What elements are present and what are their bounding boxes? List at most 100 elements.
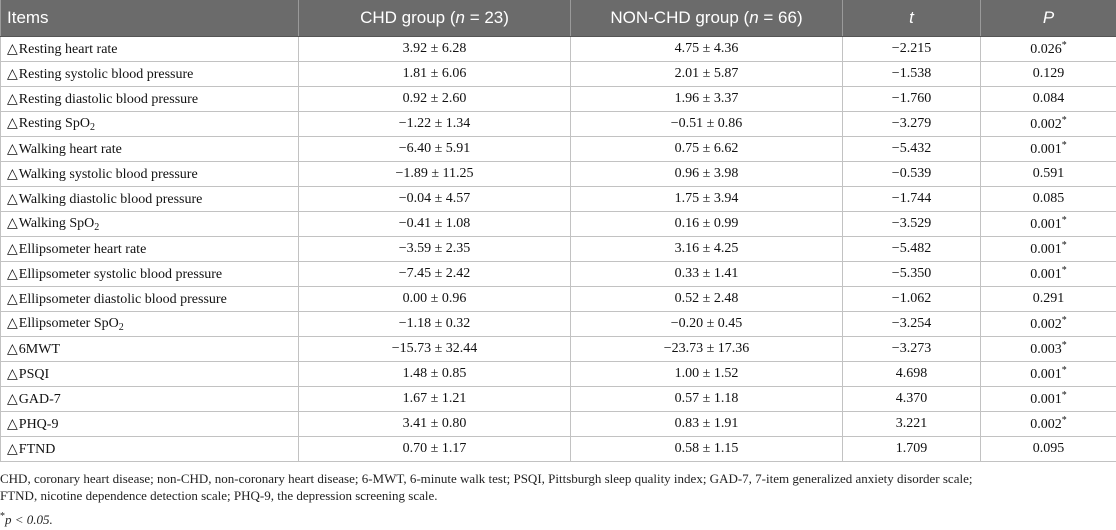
cell-p-value: 0.002*: [980, 411, 1116, 437]
cell-p-value: 0.001*: [980, 361, 1116, 387]
p-value: 0.001: [1030, 367, 1062, 382]
cell-chd-value: −6.40 ± 5.91: [298, 136, 571, 162]
cell-chd-value: 1.81 ± 6.06: [298, 61, 571, 87]
cell-non-chd-value: −0.20 ± 0.45: [570, 311, 843, 337]
header-p: P: [980, 0, 1116, 37]
p-value: 0.003: [1030, 342, 1062, 357]
cell-p-value: 0.085: [980, 186, 1116, 212]
cell-non-chd-value: 1.75 ± 3.94: [570, 186, 843, 212]
significance-marker: *: [1061, 215, 1067, 226]
cell-chd-value: 0.00 ± 0.96: [298, 286, 571, 312]
cell-p-value: 0.001*: [980, 211, 1116, 237]
significance-marker: *: [1061, 140, 1067, 151]
cell-item: △PSQI: [0, 361, 299, 387]
table-row: △Ellipsometer diastolic blood pressure 0.…: [0, 286, 1116, 312]
cell-chd-value: −7.45 ± 2.42: [298, 261, 571, 287]
cell-non-chd-value: 0.58 ± 1.15: [570, 436, 843, 462]
cell-p-value: 0.001*: [980, 386, 1116, 412]
cell-non-chd-value: −23.73 ± 17.36: [570, 336, 843, 362]
cell-t-value: −1.760: [842, 86, 981, 112]
delta-icon: △: [7, 215, 18, 231]
item-label: Walking SpO: [18, 216, 95, 231]
item-subscript: 2: [94, 222, 100, 233]
abbreviations-line-2: FTND, nicotine dependence detection scal…: [0, 488, 438, 503]
cell-t-value: 3.221: [842, 411, 981, 437]
cell-non-chd-value: 0.96 ± 3.98: [570, 161, 843, 187]
cell-item: △Resting diastolic blood pressure: [0, 86, 299, 112]
delta-icon: △: [7, 140, 18, 157]
table-row: △Walking systolic blood pressure −1.89 ± …: [0, 161, 1116, 187]
item-label: Ellipsometer systolic blood pressure: [18, 266, 223, 282]
cell-item: △Resting SpO2: [0, 111, 299, 137]
cell-non-chd-value: 1.00 ± 1.52: [570, 361, 843, 387]
table-header: Items CHD group (n = 23) NON-CHD group (…: [0, 0, 1116, 37]
significance-marker: *: [1061, 365, 1067, 376]
cell-chd-value: −0.41 ± 1.08: [298, 211, 571, 237]
cell-p-value: 0.003*: [980, 336, 1116, 362]
abbreviations-line-1: CHD, coronary heart disease; non-CHD, no…: [0, 471, 973, 486]
cell-non-chd-value: 3.16 ± 4.25: [570, 236, 843, 262]
p-value: 0.001: [1030, 217, 1062, 232]
p-value: 0.002: [1030, 317, 1062, 332]
cell-chd-value: 0.92 ± 2.60: [298, 86, 571, 112]
cell-p-value: 0.026*: [980, 36, 1116, 62]
cell-item: △FTND: [0, 436, 299, 462]
item-label: Walking heart rate: [18, 141, 122, 157]
cell-non-chd-value: 1.96 ± 3.37: [570, 86, 843, 112]
cell-non-chd-value: −0.51 ± 0.86: [570, 111, 843, 137]
cell-t-value: 4.698: [842, 361, 981, 387]
cell-chd-value: 0.70 ± 1.17: [298, 436, 571, 462]
p-value: 0.001: [1030, 392, 1062, 407]
cell-t-value: −5.350: [842, 261, 981, 287]
header-chd-group: CHD group (n = 23): [298, 0, 571, 37]
cell-p-value: 0.001*: [980, 136, 1116, 162]
delta-icon: △: [7, 40, 18, 57]
p-value: 0.085: [1032, 191, 1065, 206]
cell-chd-value: −3.59 ± 2.35: [298, 236, 571, 262]
item-label: Walking systolic blood pressure: [18, 166, 198, 182]
header-row: Items CHD group (n = 23) NON-CHD group (…: [0, 0, 1116, 37]
cell-t-value: −1.538: [842, 61, 981, 87]
cell-t-value: −3.254: [842, 311, 981, 337]
cell-non-chd-value: 0.57 ± 1.18: [570, 386, 843, 412]
cell-chd-value: −0.04 ± 4.57: [298, 186, 571, 212]
p-value: 0.291: [1032, 291, 1065, 306]
cell-p-value: 0.084: [980, 86, 1116, 112]
delta-icon: △: [7, 365, 18, 382]
item-label: Resting heart rate: [18, 41, 118, 57]
p-value: 0.026: [1030, 42, 1062, 57]
significance-marker: *: [1061, 40, 1067, 51]
item-subscript: 2: [89, 122, 95, 133]
p-value: 0.095: [1032, 441, 1065, 456]
cell-item: △Resting systolic blood pressure: [0, 61, 299, 87]
cell-t-value: −3.273: [842, 336, 981, 362]
table-row: △GAD-7 1.67 ± 1.21 0.57 ± 1.18 4.370 0.001*: [0, 386, 1116, 412]
cell-t-value: −0.539: [842, 161, 981, 187]
delta-icon: △: [7, 440, 18, 457]
table-row: △Resting SpO2 −1.22 ± 1.34 −0.51 ± 0.86 −3.…: [0, 111, 1116, 137]
table-row: △FTND 0.70 ± 1.17 0.58 ± 1.15 1.709 0.095: [0, 436, 1116, 462]
cell-t-value: −1.062: [842, 286, 981, 312]
significance-marker: *: [1061, 115, 1067, 126]
cell-non-chd-value: 0.83 ± 1.91: [570, 411, 843, 437]
significance-marker: *: [1061, 415, 1067, 426]
cell-p-value: 0.002*: [980, 311, 1116, 337]
table-row: △6MWT −15.73 ± 32.44 −23.73 ± 17.36 −3.273 0…: [0, 336, 1116, 362]
significance-text: p < 0.05.: [5, 512, 53, 527]
delta-icon: △: [7, 315, 18, 331]
cell-t-value: −3.529: [842, 211, 981, 237]
cell-t-value: −3.279: [842, 111, 981, 137]
delta-icon: △: [7, 240, 18, 257]
significance-marker: *: [1061, 265, 1067, 276]
item-label: PSQI: [18, 366, 50, 382]
table-row: △Ellipsometer SpO2 −1.18 ± 0.32 −0.20 ± 0.…: [0, 311, 1116, 337]
delta-icon: △: [7, 90, 18, 107]
item-label: Walking diastolic blood pressure: [18, 191, 203, 207]
item-label: Resting systolic blood pressure: [18, 66, 194, 82]
table-row: △Resting systolic blood pressure 1.81 ± 6…: [0, 61, 1116, 87]
cell-item: △PHQ-9: [0, 411, 299, 437]
table-footnotes: CHD, coronary heart disease; non-CHD, no…: [0, 470, 1110, 528]
delta-icon: △: [7, 115, 18, 131]
p-value: 0.591: [1032, 166, 1065, 181]
cell-item: △Ellipsometer heart rate: [0, 236, 299, 262]
